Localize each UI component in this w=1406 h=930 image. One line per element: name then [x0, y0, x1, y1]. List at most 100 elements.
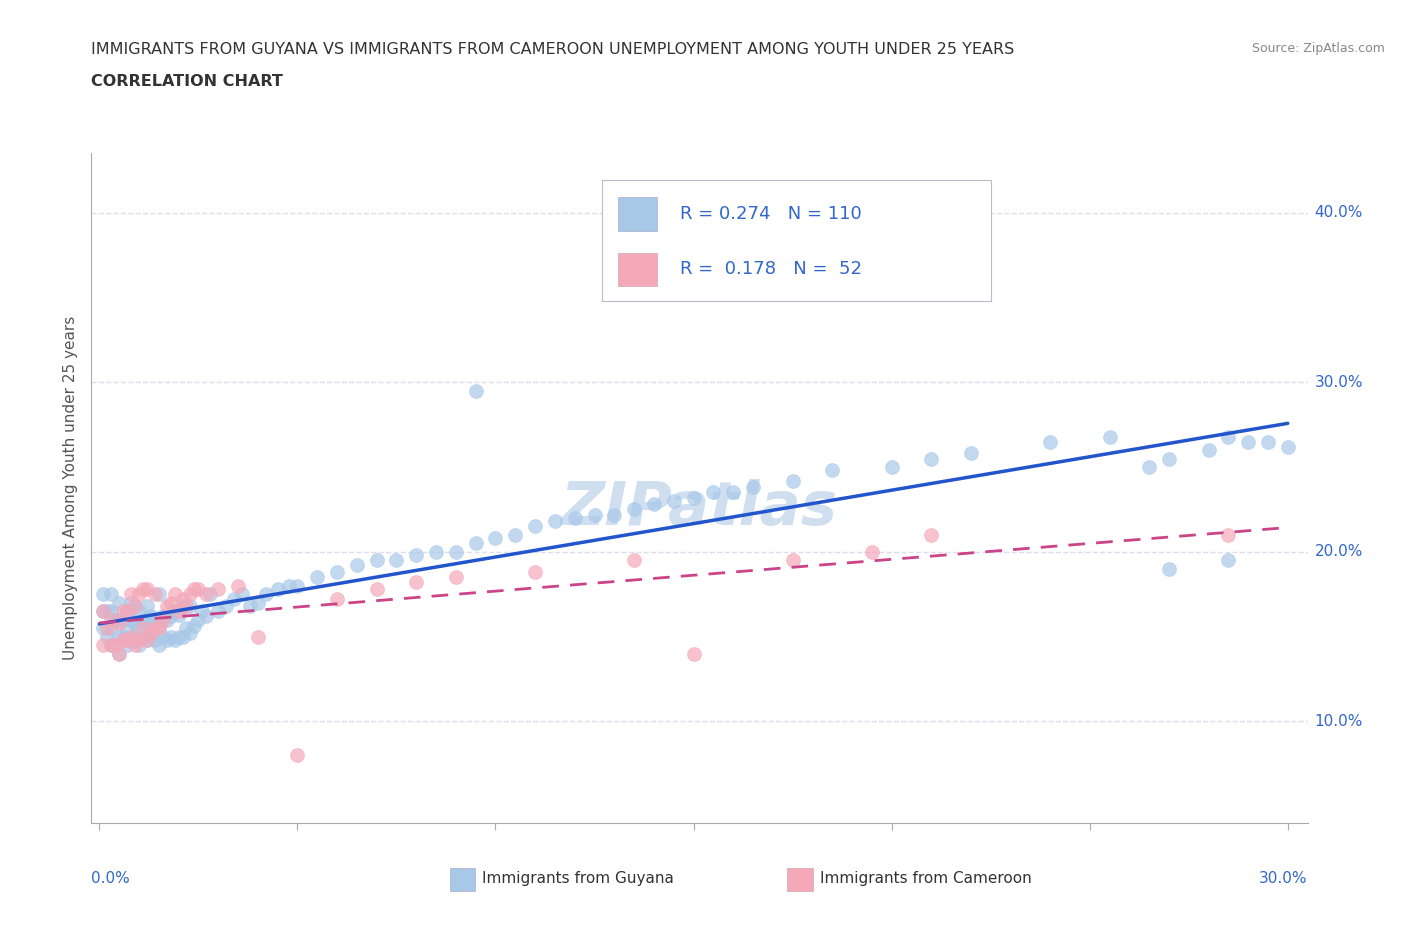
Point	[200, 587, 222, 602]
Point	[163, 632, 186, 647]
Point	[135, 581, 157, 596]
Point	[152, 612, 174, 627]
Point	[112, 629, 135, 644]
Point	[920, 527, 942, 542]
Point	[132, 629, 155, 644]
Point	[120, 595, 142, 610]
Point	[782, 473, 804, 488]
Point	[128, 587, 150, 602]
Point	[152, 629, 174, 644]
Point	[132, 620, 155, 635]
Point	[108, 595, 131, 610]
Point	[104, 612, 127, 627]
Point	[821, 463, 844, 478]
Point	[187, 581, 209, 596]
Point	[108, 616, 131, 631]
Point	[128, 620, 150, 635]
Point	[172, 629, 194, 644]
Point	[623, 502, 645, 517]
Point	[108, 646, 131, 661]
Point	[143, 620, 166, 635]
Point	[702, 485, 724, 500]
Point	[326, 565, 349, 579]
Point	[124, 632, 146, 647]
Point	[115, 632, 138, 647]
Text: IMMIGRANTS FROM GUYANA VS IMMIGRANTS FROM CAMEROON UNEMPLOYMENT AMONG YOUTH UNDE: IMMIGRANTS FROM GUYANA VS IMMIGRANTS FRO…	[91, 42, 1015, 57]
Point	[254, 587, 277, 602]
Point	[721, 485, 744, 500]
Point	[682, 490, 704, 505]
Point	[179, 599, 201, 614]
Point	[583, 507, 606, 522]
Point	[96, 620, 118, 635]
Point	[96, 629, 118, 644]
Point	[124, 638, 146, 653]
Point	[91, 638, 114, 653]
Point	[662, 494, 685, 509]
Point	[139, 626, 162, 641]
Text: Immigrants from Guyana: Immigrants from Guyana	[482, 871, 673, 886]
Text: 10.0%: 10.0%	[1315, 714, 1362, 729]
Point	[1257, 434, 1279, 449]
Point	[143, 587, 166, 602]
Point	[246, 629, 269, 644]
Point	[191, 604, 214, 618]
Point	[132, 581, 155, 596]
Point	[124, 599, 146, 614]
Point	[183, 581, 205, 596]
Point	[1157, 451, 1180, 466]
Point	[366, 552, 388, 567]
Point	[1157, 562, 1180, 577]
Point	[159, 609, 181, 624]
Point	[120, 587, 142, 602]
Point	[128, 632, 150, 647]
Point	[91, 620, 114, 635]
Point	[444, 544, 467, 559]
Point	[91, 604, 114, 618]
Point	[1277, 439, 1299, 454]
Point	[120, 629, 142, 644]
Point	[207, 581, 229, 596]
Point	[246, 595, 269, 610]
Point	[132, 612, 155, 627]
Point	[143, 612, 166, 627]
Y-axis label: Unemployment Among Youth under 25 years: Unemployment Among Youth under 25 years	[63, 316, 79, 660]
Point	[148, 620, 170, 635]
Point	[920, 451, 942, 466]
Point	[96, 604, 118, 618]
Point	[524, 565, 547, 579]
Point	[100, 604, 122, 618]
Point	[682, 646, 704, 661]
Point	[148, 638, 170, 653]
Point	[1218, 552, 1240, 567]
Point	[183, 619, 205, 634]
Text: 20.0%: 20.0%	[1315, 544, 1362, 559]
Point	[100, 612, 122, 627]
Point	[222, 591, 245, 606]
Point	[207, 604, 229, 618]
Point	[115, 604, 138, 618]
Point	[108, 646, 131, 661]
Point	[115, 638, 138, 653]
Point	[603, 507, 626, 522]
Point	[179, 626, 201, 641]
Point	[167, 629, 190, 644]
Point	[425, 544, 447, 559]
Point	[226, 578, 249, 593]
Text: 40.0%: 40.0%	[1315, 206, 1362, 220]
Point	[742, 480, 765, 495]
Point	[860, 544, 883, 559]
Point	[287, 748, 309, 763]
Point	[176, 620, 198, 635]
Point	[148, 587, 170, 602]
Text: 30.0%: 30.0%	[1315, 375, 1362, 390]
Point	[128, 604, 150, 618]
Point	[167, 607, 190, 622]
Point	[464, 536, 486, 551]
Point	[960, 446, 983, 461]
Point	[1039, 434, 1062, 449]
Point	[1218, 527, 1240, 542]
Point	[215, 599, 238, 614]
Point	[176, 599, 198, 614]
Point	[112, 604, 135, 618]
